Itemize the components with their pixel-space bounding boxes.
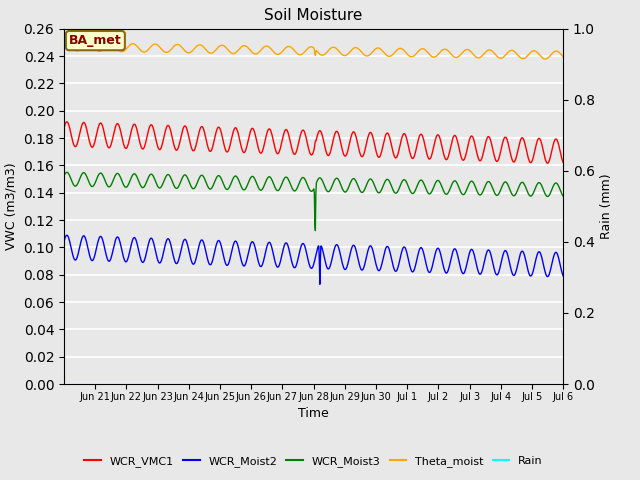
Text: BA_met: BA_met — [69, 34, 122, 47]
Title: Soil Moisture: Soil Moisture — [264, 9, 363, 24]
Y-axis label: Rain (mm): Rain (mm) — [600, 174, 614, 239]
Y-axis label: VWC (m3/m3): VWC (m3/m3) — [5, 163, 18, 250]
X-axis label: Time: Time — [298, 407, 329, 420]
Legend: WCR_VMC1, WCR_Moist2, WCR_Moist3, Theta_moist, Rain: WCR_VMC1, WCR_Moist2, WCR_Moist3, Theta_… — [80, 452, 547, 471]
